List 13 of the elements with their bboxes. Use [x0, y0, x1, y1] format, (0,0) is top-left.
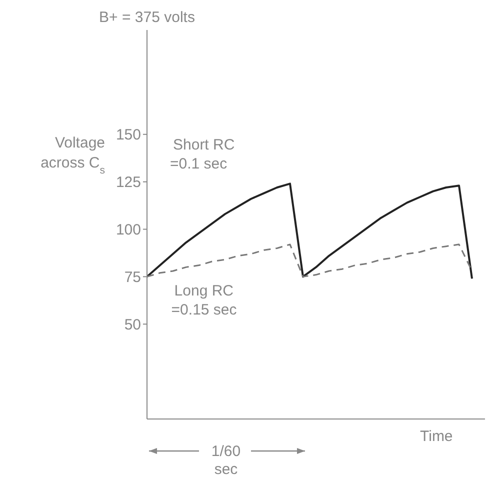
line-series — [147, 244, 473, 278]
text: Short RC =0.1 sec — [170, 136, 235, 173]
line-series — [147, 182, 473, 280]
series-label: Long RC =0.15 sec — [171, 282, 238, 319]
y-tick-label: 50 — [124, 316, 141, 334]
text: B+ = 375 volts — [99, 9, 195, 26]
text: 1/60 sec — [211, 443, 241, 478]
y-tick-label: 150 — [116, 126, 141, 144]
y-tick-label: 75 — [124, 269, 141, 286]
x-axis-title: Time — [420, 428, 453, 445]
y-axis-title: Voltage across C$_{s}$ — [40, 134, 105, 177]
y-tick-label: 125 — [116, 174, 141, 192]
y-tick-label: 100 — [116, 222, 141, 239]
